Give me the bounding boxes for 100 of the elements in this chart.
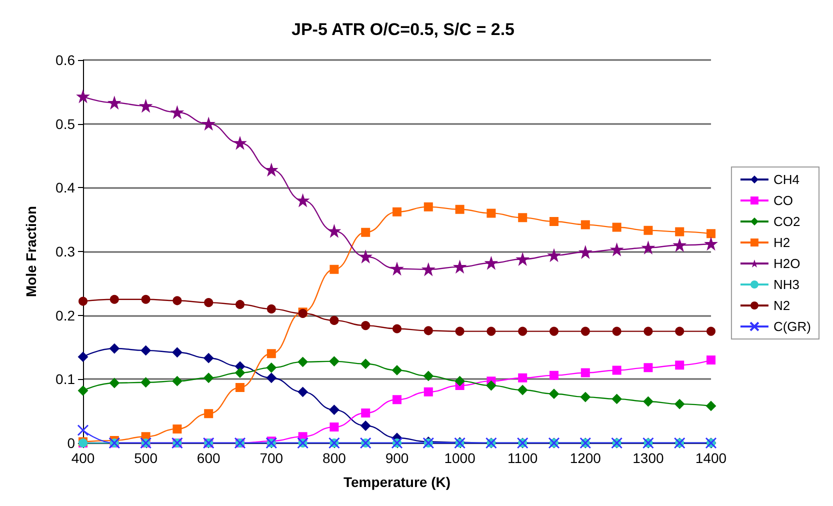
x-tick-label: 600 [196,450,220,466]
point [172,424,182,434]
point [108,96,120,109]
point [518,373,528,382]
point [549,388,559,399]
point [516,253,529,266]
point [78,352,88,362]
point [486,326,496,336]
point [330,316,339,325]
point [455,204,464,214]
point [580,326,590,336]
point [580,220,590,230]
point [423,370,434,381]
y-tick-label: 0.3 [56,244,76,260]
y-tick-label: 0.1 [56,371,76,388]
point [579,246,592,258]
point [298,356,308,367]
point [330,264,339,274]
legend-label: H2 [773,235,790,250]
point [109,378,120,388]
point [424,202,433,212]
x-tick-label: 1200 [570,450,602,466]
point [298,386,308,397]
point [78,386,88,396]
point [706,229,716,238]
point [329,356,340,366]
point [172,376,182,386]
point [610,244,623,256]
point [675,360,684,370]
point [392,395,402,404]
point [172,347,182,358]
x-tick-label: 1100 [508,450,538,466]
point [486,380,496,391]
legend-label: CO [773,193,793,208]
legend-label: NH3 [773,277,800,292]
point [78,296,88,306]
point [204,372,214,383]
point [454,376,465,386]
y-tick-label: 0.2 [56,307,76,324]
point [360,358,371,369]
y-tick-label: 0.5 [56,116,76,132]
point [328,225,340,238]
point [172,296,182,306]
y-tick-label: 0.6 [56,52,76,68]
point [266,362,276,373]
point [644,326,653,336]
point [674,399,685,410]
point [110,294,119,304]
point [644,226,653,235]
x-tick-label: 1400 [695,450,727,466]
y-tick-label: 0.4 [56,180,76,196]
point [706,356,716,365]
point [141,294,150,304]
point [361,321,370,330]
point [550,370,558,380]
point [675,326,684,336]
point [612,394,622,404]
point [455,326,464,336]
point [392,324,402,334]
point [612,222,622,232]
point [329,404,340,415]
point [330,422,339,432]
point [77,424,89,436]
point [612,326,622,336]
point [548,249,560,262]
point [422,263,434,276]
point [644,363,653,372]
legend-label: C(GR) [773,319,811,334]
point [296,194,309,206]
point [140,100,152,112]
legend-label: CH4 [773,172,800,187]
point [706,400,716,411]
point [204,353,214,364]
x-tick-label: 700 [260,450,284,466]
point [518,326,528,336]
point [265,164,278,176]
point [392,365,402,376]
point [266,304,276,314]
point [140,377,151,388]
point [580,368,590,378]
point [392,207,402,216]
point [77,90,89,102]
point [518,385,528,396]
point [360,420,371,431]
point [642,242,654,254]
point [360,250,372,263]
point [550,217,558,226]
point [580,392,590,402]
legend-label: CO2 [773,214,800,229]
point [235,368,245,378]
point [361,228,370,237]
x-axis-title: Temperature (K) [343,474,451,490]
x-tick-label: 400 [71,450,95,466]
point [643,396,654,407]
point [454,260,466,273]
point [236,382,244,392]
point [171,106,184,118]
point [236,300,244,309]
point [109,344,120,354]
point [424,326,433,336]
